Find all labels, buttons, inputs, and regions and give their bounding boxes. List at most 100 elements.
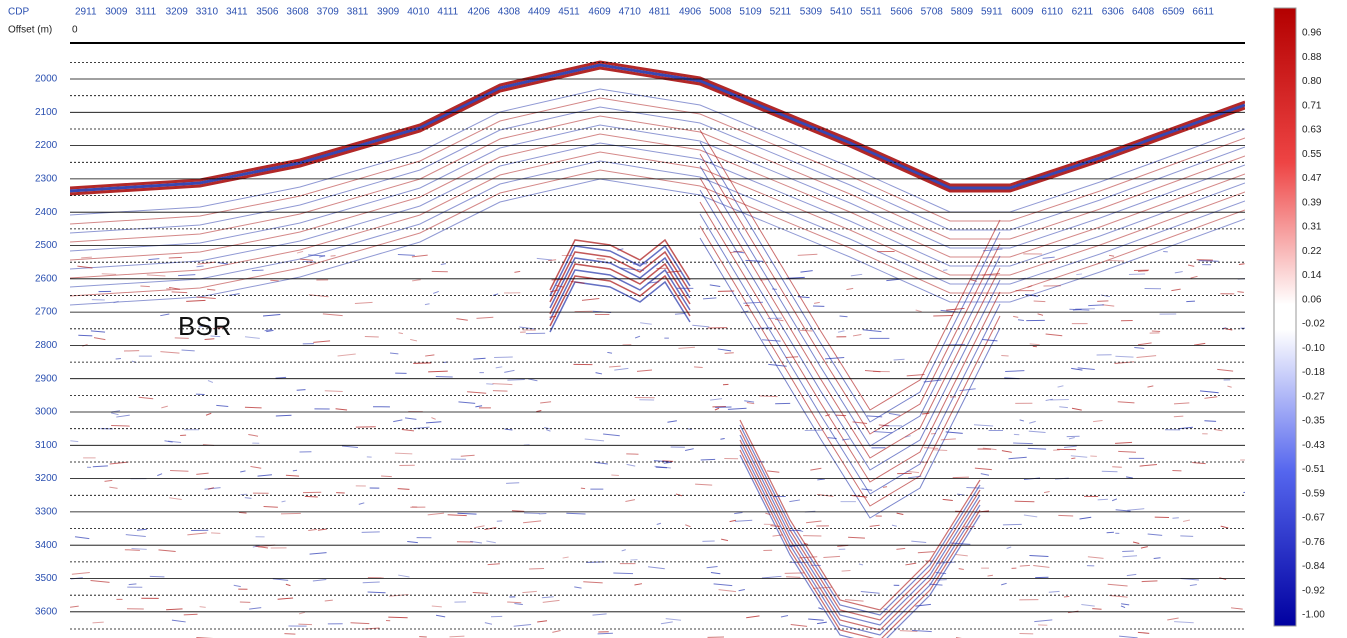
- noise-streak: [799, 556, 818, 559]
- noise-streak: [252, 544, 260, 548]
- noise-streak: [1069, 308, 1090, 311]
- reflector: [549, 268, 691, 321]
- noise-streak: [322, 313, 343, 317]
- reflector: [739, 434, 981, 626]
- noise-streak: [169, 497, 182, 500]
- noise-streak: [205, 412, 212, 416]
- noise-streak: [1071, 407, 1082, 411]
- colorbar-label: 0.80: [1302, 76, 1322, 87]
- noise-streak: [199, 606, 206, 608]
- noise-streak: [1037, 313, 1044, 316]
- noise-streak: [1137, 342, 1152, 346]
- noise-streak: [424, 303, 430, 306]
- noise-streak: [263, 506, 278, 508]
- noise-streak: [710, 571, 721, 575]
- noise-streak: [484, 622, 493, 625]
- noise-streak: [911, 629, 932, 633]
- noise-streak: [456, 318, 468, 321]
- noise-streak: [131, 548, 147, 550]
- noise-streak: [878, 424, 889, 427]
- noise-streak: [198, 324, 210, 328]
- colorbar-label: 0.47: [1302, 173, 1322, 184]
- noise-streak: [472, 591, 489, 594]
- noise-streak: [1017, 319, 1024, 321]
- noise-streak: [1076, 273, 1083, 276]
- noise-streak: [667, 420, 677, 423]
- noise-streak: [304, 495, 318, 498]
- noise-streak: [398, 574, 410, 578]
- noise-streak: [207, 380, 214, 383]
- noise-streak: [886, 278, 900, 282]
- noise-streak: [893, 358, 905, 361]
- noise-streak: [1027, 447, 1047, 450]
- noise-streak: [1120, 605, 1126, 609]
- noise-streak: [675, 493, 683, 497]
- noise-streak: [1126, 476, 1133, 479]
- noise-streak: [1167, 617, 1179, 621]
- noise-streak: [157, 473, 163, 477]
- noise-streak: [514, 603, 523, 606]
- noise-streak: [818, 607, 823, 610]
- noise-streak: [1063, 595, 1070, 598]
- noise-streak: [367, 591, 386, 594]
- noise-streak: [92, 465, 108, 468]
- noise-streak: [656, 522, 662, 525]
- noise-streak: [475, 405, 483, 408]
- noise-streak: [583, 581, 603, 584]
- noise-streak: [428, 370, 448, 373]
- noise-streak: [513, 623, 532, 627]
- noise-streak: [238, 511, 247, 514]
- noise-streak: [275, 414, 292, 417]
- noise-streak: [1070, 455, 1088, 458]
- noise-streak: [168, 286, 180, 290]
- noise-streak: [264, 329, 273, 332]
- noise-streak: [692, 324, 710, 328]
- colorbar-label: 0.06: [1302, 294, 1322, 305]
- noise-streak: [970, 279, 977, 282]
- noise-streak: [864, 370, 881, 373]
- noise-streak: [244, 336, 260, 339]
- noise-streak: [440, 263, 446, 266]
- time-label: 3600: [35, 606, 58, 617]
- colorbar-label: 0.14: [1302, 270, 1322, 281]
- noise-streak: [1013, 442, 1033, 445]
- noise-streak: [987, 574, 993, 577]
- noise-streak: [1141, 580, 1158, 583]
- noise-streak: [171, 619, 186, 623]
- noise-streak: [1121, 603, 1130, 606]
- noise-streak: [899, 630, 918, 632]
- noise-streak: [665, 618, 682, 621]
- noise-streak: [813, 301, 820, 304]
- noise-streak: [592, 613, 607, 616]
- noise-streak: [1014, 500, 1035, 503]
- noise-streak: [541, 596, 554, 599]
- noise-streak: [839, 315, 848, 318]
- noise-streak: [1193, 342, 1206, 346]
- noise-streak: [817, 494, 834, 497]
- noise-streak: [844, 599, 864, 602]
- noise-streak: [813, 586, 832, 589]
- noise-streak: [1001, 354, 1009, 357]
- reflector: [549, 244, 691, 297]
- noise-streak: [166, 608, 183, 611]
- noise-streak: [1217, 368, 1234, 372]
- reflector: [699, 213, 1001, 495]
- time-label: 2300: [35, 174, 58, 185]
- noise-streak: [888, 412, 901, 416]
- reflector: [699, 177, 1001, 459]
- cdp-number: 5008: [709, 7, 732, 18]
- noise-streak: [1237, 291, 1244, 293]
- noise-streak: [1019, 419, 1025, 422]
- noise-streak: [197, 261, 216, 265]
- noise-streak: [761, 575, 782, 579]
- noise-streak: [1059, 406, 1068, 409]
- noise-streak: [474, 525, 485, 529]
- colorbar-label: 0.55: [1302, 149, 1322, 160]
- cdp-number: 4710: [619, 7, 642, 18]
- noise-streak: [943, 269, 948, 271]
- noise-streak: [476, 316, 494, 319]
- noise-streak: [803, 542, 809, 545]
- noise-streak: [404, 417, 417, 420]
- noise-streak: [1088, 304, 1104, 307]
